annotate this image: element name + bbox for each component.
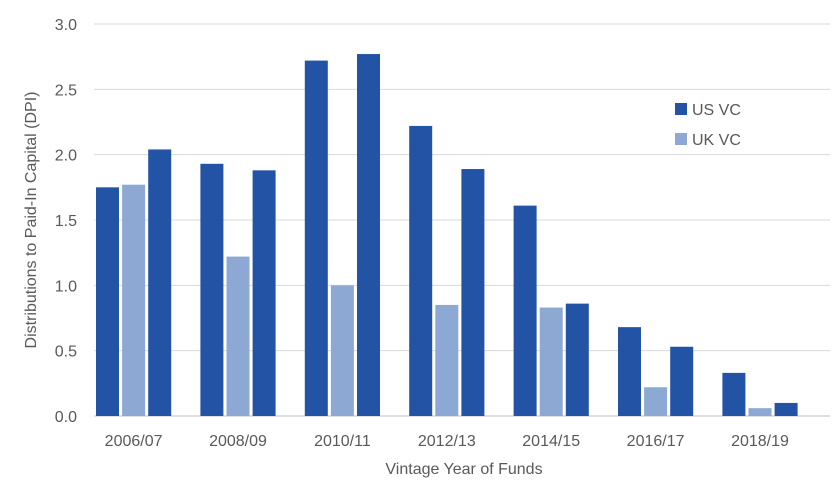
bar-uk-vc (122, 184, 146, 416)
y-tick-label: 0.0 (55, 409, 77, 426)
x-tick-label: 2014/15 (522, 433, 580, 450)
y-axis-ticks: 0.0 0.5 1.0 1.5 2.0 2.5 3.0 (55, 17, 77, 426)
x-tick-label: 2006/07 (105, 433, 163, 450)
legend-label: UK VC (692, 132, 741, 149)
x-tick-label: 2016/17 (627, 433, 685, 450)
y-tick-label: 2.0 (55, 148, 77, 165)
bar-us-vc (513, 205, 537, 416)
bar-us-vc (722, 372, 746, 416)
y-axis-title: Distributions to Paid-In Capital (DPI) (23, 92, 40, 349)
bar-uk-vc (435, 304, 459, 416)
x-tick-label: 2008/09 (209, 433, 267, 450)
bar-uk-vc (644, 387, 668, 416)
x-tick-label: 2018/19 (731, 433, 789, 450)
y-tick-label: 3.0 (55, 17, 77, 34)
bar-us-vc (96, 187, 119, 416)
x-axis-ticks: 2006/07 2008/09 2010/11 2012/13 2014/15 2016/… (105, 433, 789, 450)
bar-us-vc (461, 169, 485, 416)
legend-label: US VC (692, 102, 741, 119)
bar-us-vc (409, 125, 433, 417)
x-tick-label: 2010/11 (314, 433, 371, 450)
legend-swatch (675, 133, 687, 145)
y-tick-label: 1.5 (55, 213, 77, 230)
bar-us-vc (670, 346, 694, 416)
bars (96, 54, 798, 417)
bar-us-vc (618, 327, 641, 416)
bar-us-vc (148, 149, 172, 416)
bar-uk-vc (226, 256, 250, 416)
y-tick-label: 0.5 (55, 344, 77, 361)
bar-us-vc (774, 402, 798, 416)
bar-uk-vc (330, 285, 354, 416)
y-tick-label: 2.5 (55, 82, 77, 99)
bar-us-vc (304, 60, 328, 416)
legend: US VC UK VC (675, 102, 741, 149)
bar-uk-vc (748, 408, 772, 416)
bar-us-vc (565, 303, 589, 416)
bar-us-vc (252, 170, 276, 416)
legend-swatch (675, 103, 687, 115)
bar-us-vc (357, 54, 380, 416)
x-tick-label: 2012/13 (418, 433, 476, 450)
y-tick-label: 1.0 (55, 278, 77, 295)
bar-us-vc (200, 163, 224, 416)
x-axis-title: Vintage Year of Funds (385, 461, 542, 478)
bar-uk-vc (539, 307, 563, 416)
